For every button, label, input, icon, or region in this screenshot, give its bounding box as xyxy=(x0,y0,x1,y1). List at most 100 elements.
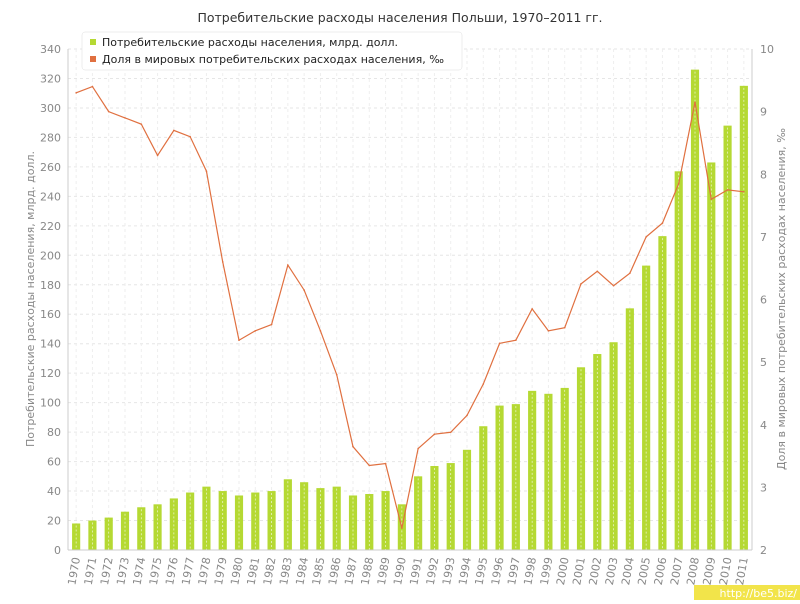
line-point xyxy=(661,222,664,224)
bar xyxy=(430,466,439,550)
line-point xyxy=(335,373,338,376)
x-tick-label: 1978 xyxy=(196,556,214,586)
y2-tick-label: 9 xyxy=(760,106,767,119)
y2-tick-label: 10 xyxy=(760,43,774,56)
line-point xyxy=(384,462,387,465)
y2-tick-label: 2 xyxy=(760,544,767,557)
x-tick-label: 2010 xyxy=(717,556,735,586)
line-point xyxy=(254,330,257,332)
x-tick-label: 2011 xyxy=(733,556,751,586)
y2-tick-label: 6 xyxy=(760,294,767,307)
x-tick-label: 1980 xyxy=(228,556,246,586)
bar xyxy=(658,236,667,550)
y-axis-ticks: 0 20 40 60 80 100 120 140 160 180 200 220 240 260 280 3… xyxy=(40,43,61,557)
y-tick-label: 180 xyxy=(40,279,61,292)
line-point xyxy=(368,464,371,467)
y-tick-label: 120 xyxy=(40,367,61,380)
line-point xyxy=(482,383,485,385)
watermark-background xyxy=(694,585,800,600)
y-tick-label: 260 xyxy=(40,161,61,174)
x-tick-label: 1994 xyxy=(456,556,474,586)
line-point xyxy=(743,190,745,193)
legend-background xyxy=(81,31,463,71)
bar xyxy=(511,404,520,550)
line-point xyxy=(287,264,289,266)
x-tick-label: 1973 xyxy=(114,556,132,586)
bar xyxy=(169,498,178,550)
line-point xyxy=(563,326,566,329)
x-axis-ticks: 1970197119721973197419751976197719781979… xyxy=(65,556,750,586)
line-point xyxy=(580,283,582,285)
bar xyxy=(479,426,488,550)
y2-tick-label: 7 xyxy=(760,231,767,244)
line-point xyxy=(124,117,126,119)
x-tick-label: 2001 xyxy=(570,556,588,586)
line-point xyxy=(107,110,110,113)
x-tick-label: 1986 xyxy=(326,556,344,586)
line-point xyxy=(433,433,436,435)
line-point xyxy=(303,289,305,291)
y2-tick-label: 5 xyxy=(760,356,767,369)
line-point xyxy=(75,92,77,94)
line-point xyxy=(173,129,175,132)
x-tick-label: 1979 xyxy=(212,556,230,586)
bar xyxy=(300,482,309,550)
bar xyxy=(137,507,146,550)
x-tick-label: 1999 xyxy=(538,556,556,586)
line-point xyxy=(156,154,159,157)
y-tick-label: 100 xyxy=(40,397,61,410)
line-point xyxy=(401,527,403,529)
y-tick-label: 300 xyxy=(40,102,61,115)
y-tick-label: 200 xyxy=(40,249,61,262)
y-tick-label: 60 xyxy=(47,456,61,469)
y2-tick-label: 3 xyxy=(760,481,767,494)
x-tick-label: 1996 xyxy=(489,556,507,586)
y-tick-label: 20 xyxy=(47,515,61,528)
line-point xyxy=(677,182,680,185)
x-tick-label: 1998 xyxy=(521,556,539,586)
line-point xyxy=(189,135,191,138)
x-tick-label: 1975 xyxy=(147,556,165,586)
line-point xyxy=(91,85,94,88)
y-axis-label: Потребительские расходы населения, млрд.… xyxy=(24,151,37,447)
line-point xyxy=(596,270,599,273)
x-tick-label: 1977 xyxy=(179,556,197,586)
line-point xyxy=(498,342,501,345)
watermark: http://be5.biz/ xyxy=(694,585,800,600)
bar xyxy=(674,171,683,550)
line-point xyxy=(629,272,631,274)
x-tick-label: 2006 xyxy=(652,556,670,586)
x-tick-label: 1985 xyxy=(310,556,328,586)
x-tick-label: 2007 xyxy=(668,556,686,586)
axes xyxy=(67,49,753,551)
x-tick-label: 2003 xyxy=(603,556,621,586)
x-tick-label: 1988 xyxy=(359,556,377,586)
line-point xyxy=(515,339,517,342)
line-point xyxy=(221,261,224,263)
line-point xyxy=(205,170,208,172)
legend: Потребительские расходы населения, млрд.… xyxy=(81,31,463,71)
line-point xyxy=(645,236,647,238)
y2-tick-label: 4 xyxy=(760,419,767,432)
bar xyxy=(218,491,227,550)
x-tick-label: 2004 xyxy=(619,556,637,586)
y-tick-label: 320 xyxy=(40,72,61,85)
x-tick-label: 2008 xyxy=(684,556,702,586)
x-tick-label: 1989 xyxy=(375,556,393,586)
y-tick-label: 80 xyxy=(47,426,61,439)
line-point xyxy=(238,339,240,342)
x-tick-label: 1984 xyxy=(293,556,311,586)
x-tick-label: 1993 xyxy=(440,556,458,586)
bar xyxy=(707,162,716,550)
bar xyxy=(186,492,195,550)
x-tick-label: 1983 xyxy=(277,556,295,586)
x-tick-label: 2009 xyxy=(701,556,719,586)
y-tick-label: 160 xyxy=(40,308,61,321)
y-tick-label: 0 xyxy=(54,544,61,557)
bar xyxy=(690,69,700,551)
bar xyxy=(104,517,113,550)
x-tick-label: 1971 xyxy=(82,556,100,586)
line-point xyxy=(694,101,696,104)
bar-series xyxy=(72,69,748,551)
